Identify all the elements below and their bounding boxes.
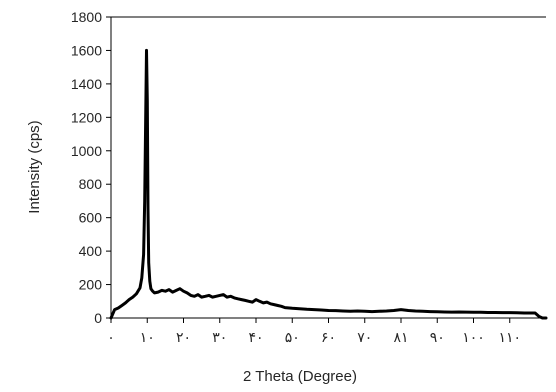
x-tick-label: ١١٠ xyxy=(498,329,521,345)
x-tick-label: ٠ xyxy=(107,329,115,345)
y-tick-label: 1400 xyxy=(71,76,102,92)
y-tick-label: 600 xyxy=(79,210,103,226)
y-tick-label: 1800 xyxy=(71,9,102,25)
x-tick-label: ٨١ xyxy=(393,329,408,345)
y-tick-label: 1600 xyxy=(71,42,102,58)
x-tick-label: ۵٠ xyxy=(285,329,300,345)
x-tick-label: ۶٠ xyxy=(321,329,336,345)
axes-layer: 0 200 400 600 800 1000 1200 1400 1600 1800 ٠ ١٠ ٢٠ ٣٠… xyxy=(71,9,546,345)
y-tick-label: 200 xyxy=(79,277,103,293)
label-layer: Intensity (cps) 2 Theta (Degree) xyxy=(26,120,357,385)
x-tick-label: ١٠ xyxy=(140,329,155,345)
y-tick-label: 800 xyxy=(79,176,103,192)
y-tick-label: 1000 xyxy=(71,143,102,159)
x-tick-label: ٩٠ xyxy=(430,329,445,345)
y-tick-label: 0 xyxy=(94,310,102,326)
x-tick-label: ٧٠ xyxy=(357,329,372,345)
y-tick-label: 400 xyxy=(79,243,103,259)
y-tick-label: 1200 xyxy=(71,109,102,125)
x-tick-label: ٣٠ xyxy=(212,329,227,345)
x-tick-label: ۴٠ xyxy=(248,329,263,345)
xrd-series-line xyxy=(109,48,548,320)
x-tick-label: ١٠٠ xyxy=(462,329,485,345)
y-axis-title: Intensity (cps) xyxy=(26,120,43,213)
x-tick-label: ٢٠ xyxy=(176,329,191,345)
data-layer xyxy=(109,48,548,320)
x-axis-title: 2 Theta (Degree) xyxy=(243,368,357,385)
